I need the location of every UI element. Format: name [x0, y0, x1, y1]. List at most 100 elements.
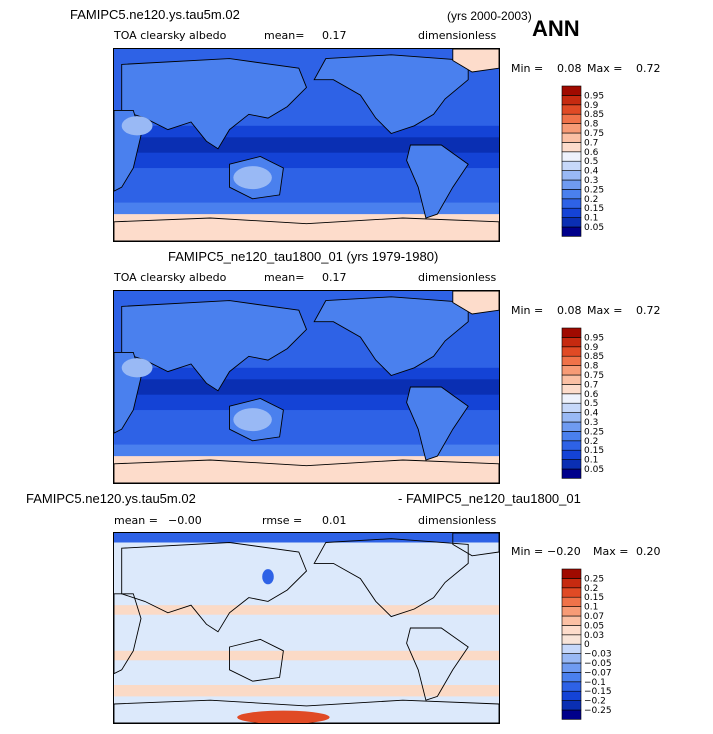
colorbar-tick-label: 0.1 — [584, 456, 598, 466]
colorbar-tick-label: 0.3 — [584, 418, 598, 428]
colorbar-tick-label: 0.2 — [584, 584, 598, 594]
panel1-years: (yrs 2000-2003) — [447, 9, 532, 23]
colorbar-tick-label: 0.85 — [584, 352, 604, 362]
continent-outline-australia — [229, 638, 284, 682]
panel3-units: dimensionless — [418, 514, 497, 527]
panel2-colorbar: 0.05 0.1 0.15 0.2 0.25 0.3 0.4 0.5 0.6 0.7 0.75 0.8… — [561, 327, 642, 480]
colorbar-tick-label: 0.1 — [584, 603, 598, 613]
panel3-max-label: Max = — [593, 545, 629, 558]
continent-outline-asia — [121, 542, 308, 633]
colorbar-box — [561, 337, 582, 348]
colorbar-tick-label: 0.75 — [584, 129, 604, 139]
colorbar-box — [561, 421, 582, 432]
colorbar-box — [561, 95, 582, 106]
desert-bright-patch — [121, 358, 153, 378]
colorbar-tick-label: 0.4 — [584, 409, 599, 419]
panel2-map — [113, 290, 500, 484]
desert-bright-patch — [121, 116, 153, 136]
panel1-min-label: Min = — [511, 62, 544, 75]
panel3-rmse-label: rmse = — [262, 514, 303, 527]
diff-band-arctic — [114, 533, 499, 543]
season-label: ANN — [532, 16, 580, 41]
colorbar-tick-label: 0.05 — [584, 621, 604, 631]
colorbar-tick-label: 0.3 — [584, 176, 598, 186]
colorbar-tick-label: 0.95 — [584, 91, 604, 101]
continent-greenland — [452, 291, 499, 315]
colorbar-box — [561, 142, 582, 153]
continent-outline-greenland — [452, 533, 499, 557]
diff-local-negative — [262, 569, 274, 585]
colorbar-tick-label: 0.2 — [584, 195, 598, 205]
colorbar-tick-label: −0.07 — [584, 668, 612, 678]
colorbar-box — [561, 226, 582, 237]
colorbar-tick-label: 0.1 — [584, 214, 598, 224]
panel2-units: dimensionless — [418, 271, 497, 284]
colorbar-box — [561, 113, 582, 124]
colorbar-tick-label: −0.1 — [584, 678, 606, 688]
colorbar-tick-label: 0.85 — [584, 110, 604, 120]
panel1-case-name: FAMIPC5.ne120.ys.tau5m.02 — [70, 7, 240, 22]
colorbar-tick-label: 0.25 — [584, 574, 604, 584]
continent-samerica — [406, 144, 469, 219]
panel2-map-svg — [114, 291, 499, 483]
colorbar-box — [561, 402, 582, 413]
diff-band-north — [114, 605, 499, 615]
panel2-colorbar-svg: 0.050.10.150.20.250.30.40.50.60.70.750.8… — [561, 327, 604, 479]
colorbar-box — [561, 596, 582, 607]
colorbar-box — [561, 123, 582, 134]
colorbar-tick-label: 0.7 — [584, 380, 598, 390]
colorbar-tick-label: 0.15 — [584, 446, 604, 456]
colorbar-tick-label: −0.2 — [584, 697, 606, 707]
panel1-map-svg — [114, 49, 499, 241]
panel3-map-svg — [114, 533, 499, 723]
colorbar-box — [561, 189, 582, 200]
colorbar-tick-label: −0.25 — [584, 706, 612, 716]
colorbar-tick-label: 0.05 — [584, 223, 604, 233]
colorbar-box — [561, 170, 582, 181]
colorbar-box — [561, 374, 582, 385]
panel3-colorbar: −0.25 −0.2 −0.15 −0.1 −0.07 −0.05 −0.03 0 0.03 0.… — [561, 568, 642, 721]
continent-outline-antarctica — [114, 699, 499, 723]
colorbar-box — [561, 365, 582, 376]
panel3-case-a: FAMIPC5.ne120.ys.tau5m.02 — [26, 491, 196, 506]
colorbar-tick-label: 0.15 — [584, 204, 604, 214]
colorbar-box — [561, 578, 582, 589]
panel1-max-label: Max = — [587, 62, 623, 75]
colorbar-box — [561, 690, 582, 701]
panel3-colorbar-svg: −0.25−0.2−0.15−0.1−0.07−0.05−0.0300.030.… — [561, 568, 612, 720]
continent-antarctica — [114, 459, 499, 483]
colorbar-tick-label: 0.05 — [584, 465, 604, 475]
panel2-title: FAMIPC5_ne120_tau1800_01 (yrs 1979-1980) — [168, 249, 439, 264]
panel2-min-label: Min = — [511, 304, 544, 317]
panel1-mean-value: 0.17 — [322, 29, 347, 42]
colorbar-box — [561, 207, 582, 218]
diff-band-south — [114, 650, 499, 661]
colorbar-tick-label: 0.8 — [584, 120, 599, 130]
colorbar-box — [561, 85, 582, 96]
colorbar-box — [561, 412, 582, 423]
continent-asia — [121, 300, 308, 392]
panel3-map — [113, 532, 500, 724]
panel2-max-value: 0.72 — [636, 304, 661, 317]
colorbar-box — [561, 384, 582, 395]
panel1-min-value: 0.08 — [557, 62, 582, 75]
panel2-mean-label: mean= — [264, 271, 305, 284]
diff-antarctic-hotspot — [237, 710, 330, 723]
colorbar-box — [561, 681, 582, 692]
colorbar-box — [561, 459, 582, 470]
colorbar-box — [561, 709, 582, 720]
colorbar-box — [561, 104, 582, 115]
continent-samerica — [406, 386, 469, 461]
colorbar-tick-label: −0.15 — [584, 687, 612, 697]
colorbar-tick-label: 0.25 — [584, 427, 604, 437]
panel3-mean-value: −0.00 — [168, 514, 202, 527]
colorbar-tick-label: 0.07 — [584, 612, 604, 622]
colorbar-tick-label: −0.05 — [584, 659, 612, 669]
colorbar-box — [561, 393, 582, 404]
colorbar-box — [561, 643, 582, 654]
colorbar-box — [561, 653, 582, 664]
australia-bright-patch — [233, 408, 272, 432]
panel2-mean-value: 0.17 — [322, 271, 347, 284]
colorbar-tick-label: −0.03 — [584, 650, 612, 660]
panel2-max-label: Max = — [587, 304, 623, 317]
